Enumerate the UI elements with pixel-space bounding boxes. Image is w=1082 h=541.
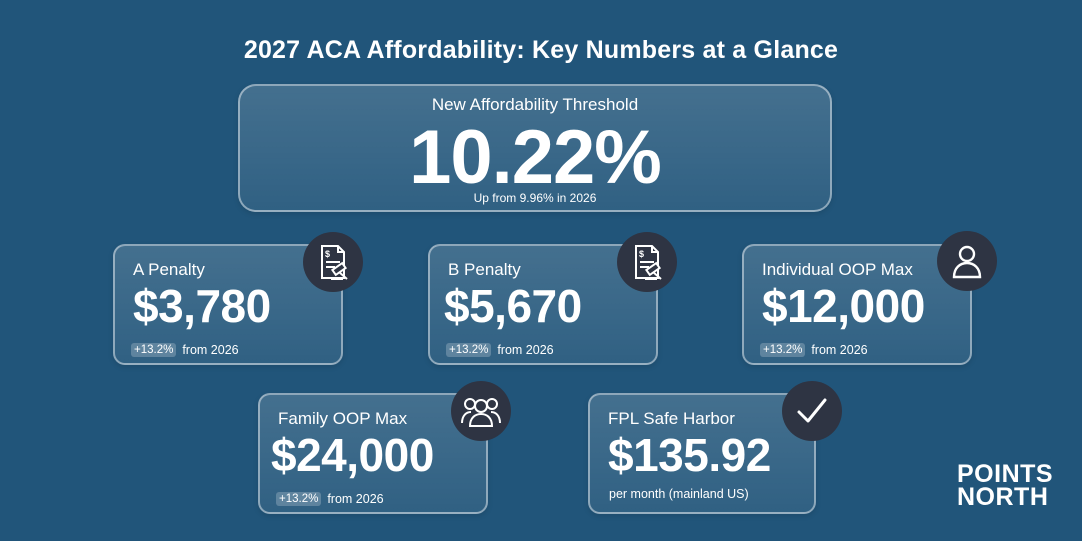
- change-note: from 2026: [327, 492, 384, 506]
- checkmark-icon: [782, 381, 842, 441]
- change-badge: +13.2%: [760, 343, 806, 357]
- threshold-label: New Affordability Threshold: [431, 95, 639, 114]
- card-value: $3,780: [133, 280, 271, 332]
- card-value: $5,670: [444, 280, 582, 332]
- logo-line-2: NORTH: [957, 483, 1049, 511]
- change-badge: +13.2%: [276, 492, 322, 506]
- threshold-subtext: Up from 9.96% in 2026: [473, 191, 597, 205]
- per-month-note: per month (mainland US): [609, 487, 749, 501]
- card-label: B Penalty: [448, 260, 521, 279]
- b-penalty-card: B Penalty $5,670 +13.2% from 2026: [428, 244, 658, 365]
- change-badge: +13.2%: [131, 343, 177, 357]
- card-label: A Penalty: [133, 260, 205, 279]
- card-label: Individual OOP Max: [762, 260, 913, 279]
- affordability-threshold-card: New Affordability Threshold 10.22% Up fr…: [238, 84, 832, 212]
- document-gavel-icon: $: [303, 232, 363, 292]
- threshold-value: 10.22%: [409, 115, 662, 200]
- fpl-safe-harbor-card: FPL Safe Harbor $135.92 per month (mainl…: [588, 393, 816, 514]
- card-change: +13.2% from 2026: [446, 343, 554, 357]
- document-gavel-icon: $: [617, 232, 677, 292]
- logo-line-1: POINTS: [957, 460, 1054, 488]
- change-note: from 2026: [182, 343, 239, 357]
- individual-oop-max-card: Individual OOP Max $12,000 +13.2% from 2…: [742, 244, 972, 365]
- page-title: 2027 ACA Affordability: Key Numbers at a…: [243, 36, 839, 64]
- card-value: $24,000: [271, 429, 434, 481]
- svg-text:$: $: [325, 249, 330, 259]
- change-note: from 2026: [497, 343, 554, 357]
- card-label: Family OOP Max: [278, 409, 408, 428]
- person-icon: [937, 231, 997, 291]
- svg-text:$: $: [639, 249, 644, 259]
- card-value: $135.92: [608, 429, 771, 481]
- change-badge: +13.2%: [446, 343, 492, 357]
- card-value: $12,000: [762, 280, 925, 332]
- card-note: per month (mainland US): [609, 487, 749, 501]
- change-note: from 2026: [811, 343, 868, 357]
- card-label: FPL Safe Harbor: [608, 409, 735, 428]
- points-north-logo: POINTS NORTH: [957, 460, 1054, 511]
- family-oop-max-card: Family OOP Max $24,000 +13.2% from 2026: [258, 393, 488, 514]
- group-icon: [451, 381, 511, 441]
- card-change: +13.2% from 2026: [276, 492, 384, 506]
- card-change: +13.2% from 2026: [760, 343, 868, 357]
- card-change: +13.2% from 2026: [131, 343, 239, 357]
